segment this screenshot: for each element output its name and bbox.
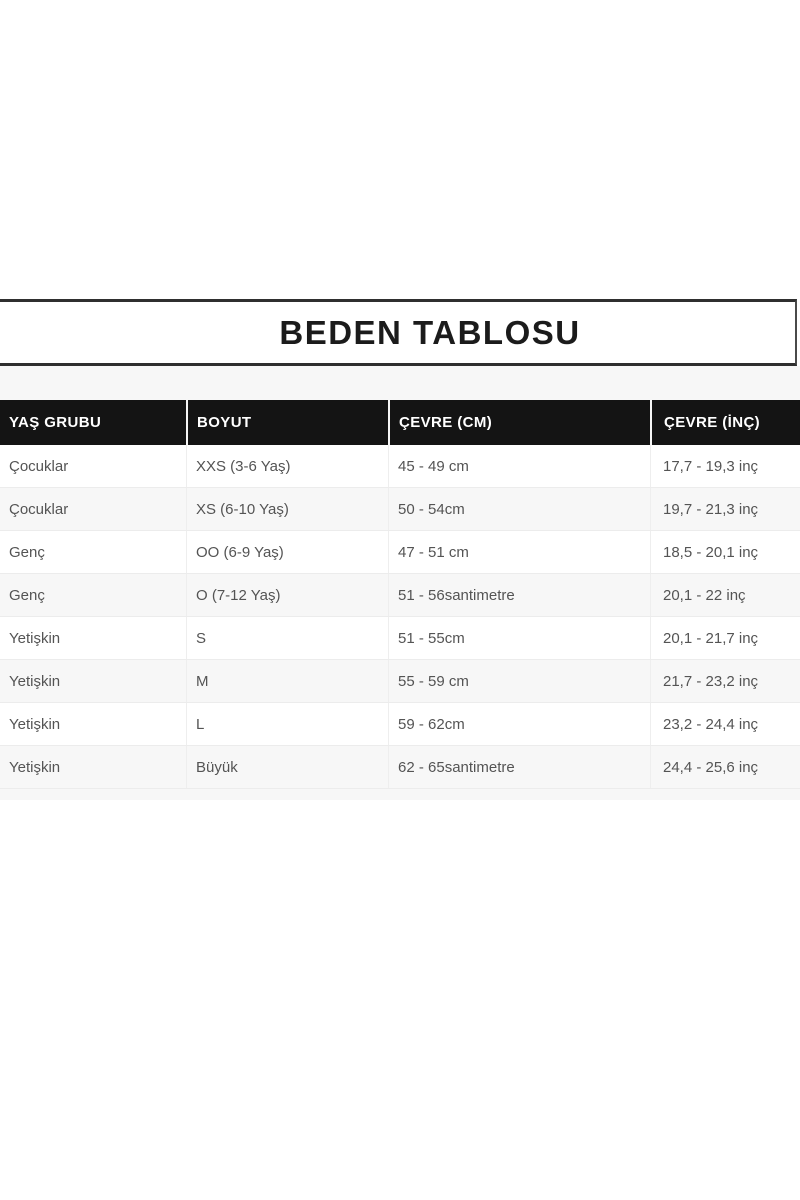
- table-cell-size: XXS (3-6 Yaş): [186, 445, 388, 487]
- table-cell-size: O (7-12 Yaş): [186, 574, 388, 616]
- title-band: BEDEN TABLOSU: [0, 299, 797, 366]
- table-cell-circumference-cm: 59 - 62cm: [388, 703, 650, 745]
- table-cell-age-group: Çocuklar: [9, 457, 69, 475]
- table-row: Çocuklar XXS (3-6 Yaş) 45 - 49 cm 17,7 -…: [0, 445, 800, 488]
- table-cell-circumference-inch: 17,7 - 19,3 inç: [650, 445, 800, 487]
- header-cell-circumference-inch: ÇEVRE (İNÇ): [650, 400, 800, 445]
- table-cell-circumference-cm: 51 - 56santimetre: [388, 574, 650, 616]
- table-cell-size: XS (6-10 Yaş): [186, 488, 388, 530]
- table-cell-circumference-inch: 19,7 - 21,3 inç: [650, 488, 800, 530]
- table-cell-age-group: Yetişkin: [9, 758, 61, 776]
- table-row: Çocuklar XS (6-10 Yaş) 50 - 54cm 19,7 - …: [0, 488, 800, 531]
- table-header-row: YAŞ GRUBU BOYUT ÇEVRE (CM) ÇEVRE (İNÇ): [0, 400, 800, 445]
- table-cell-size: M: [186, 660, 388, 702]
- table-cell-circumference-cm: 45 - 49 cm: [388, 445, 650, 487]
- page-title: BEDEN TABLOSU: [279, 314, 581, 351]
- table-row: Genç OO (6-9 Yaş) 47 - 51 cm 18,5 - 20,1…: [0, 531, 800, 574]
- table-cell-circumference-cm: 51 - 55cm: [388, 617, 650, 659]
- table-cell-age-group: Genç: [9, 586, 45, 604]
- table-cell-circumference-inch: 23,2 - 24,4 inç: [650, 703, 800, 745]
- table-cell-circumference-cm: 47 - 51 cm: [388, 531, 650, 573]
- table-row: Yetişkin M 55 - 59 cm 21,7 - 23,2 inç: [0, 660, 800, 703]
- table-cell-circumference-inch: 18,5 - 20,1 inç: [650, 531, 800, 573]
- table-cell-circumference-cm: 50 - 54cm: [388, 488, 650, 530]
- table-body: Çocuklar XXS (3-6 Yaş) 45 - 49 cm 17,7 -…: [0, 445, 800, 789]
- table-cell-size: OO (6-9 Yaş): [186, 531, 388, 573]
- size-table: YAŞ GRUBU BOYUT ÇEVRE (CM) ÇEVRE (İNÇ) Ç…: [0, 366, 800, 800]
- header-cell-size: BOYUT: [186, 400, 388, 445]
- table-row: Yetişkin Büyük 62 - 65santimetre 24,4 - …: [0, 746, 800, 789]
- table-cell-size: L: [186, 703, 388, 745]
- table-cell-circumference-cm: 62 - 65santimetre: [388, 746, 650, 788]
- table-row: Yetişkin L 59 - 62cm 23,2 - 24,4 inç: [0, 703, 800, 746]
- table-cell-age-group: Yetişkin: [9, 629, 61, 647]
- table-cell-size: S: [186, 617, 388, 659]
- header-cell-age-group: YAŞ GRUBU: [9, 414, 102, 431]
- table-cell-circumference-inch: 24,4 - 25,6 inç: [650, 746, 800, 788]
- table-cell-circumference-cm: 55 - 59 cm: [388, 660, 650, 702]
- table-cell-age-group: Genç: [9, 543, 45, 561]
- table-cell-circumference-inch: 21,7 - 23,2 inç: [650, 660, 800, 702]
- table-cell-age-group: Çocuklar: [9, 500, 69, 518]
- table-cell-size: Büyük: [186, 746, 388, 788]
- table-cell-age-group: Yetişkin: [9, 715, 61, 733]
- table-cell-circumference-inch: 20,1 - 22 inç: [650, 574, 800, 616]
- table-row: Genç O (7-12 Yaş) 51 - 56santimetre 20,1…: [0, 574, 800, 617]
- table-row: Yetişkin S 51 - 55cm 20,1 - 21,7 inç: [0, 617, 800, 660]
- header-cell-circumference-cm: ÇEVRE (CM): [388, 400, 650, 445]
- table-cell-age-group: Yetişkin: [9, 672, 61, 690]
- table-cell-circumference-inch: 20,1 - 21,7 inç: [650, 617, 800, 659]
